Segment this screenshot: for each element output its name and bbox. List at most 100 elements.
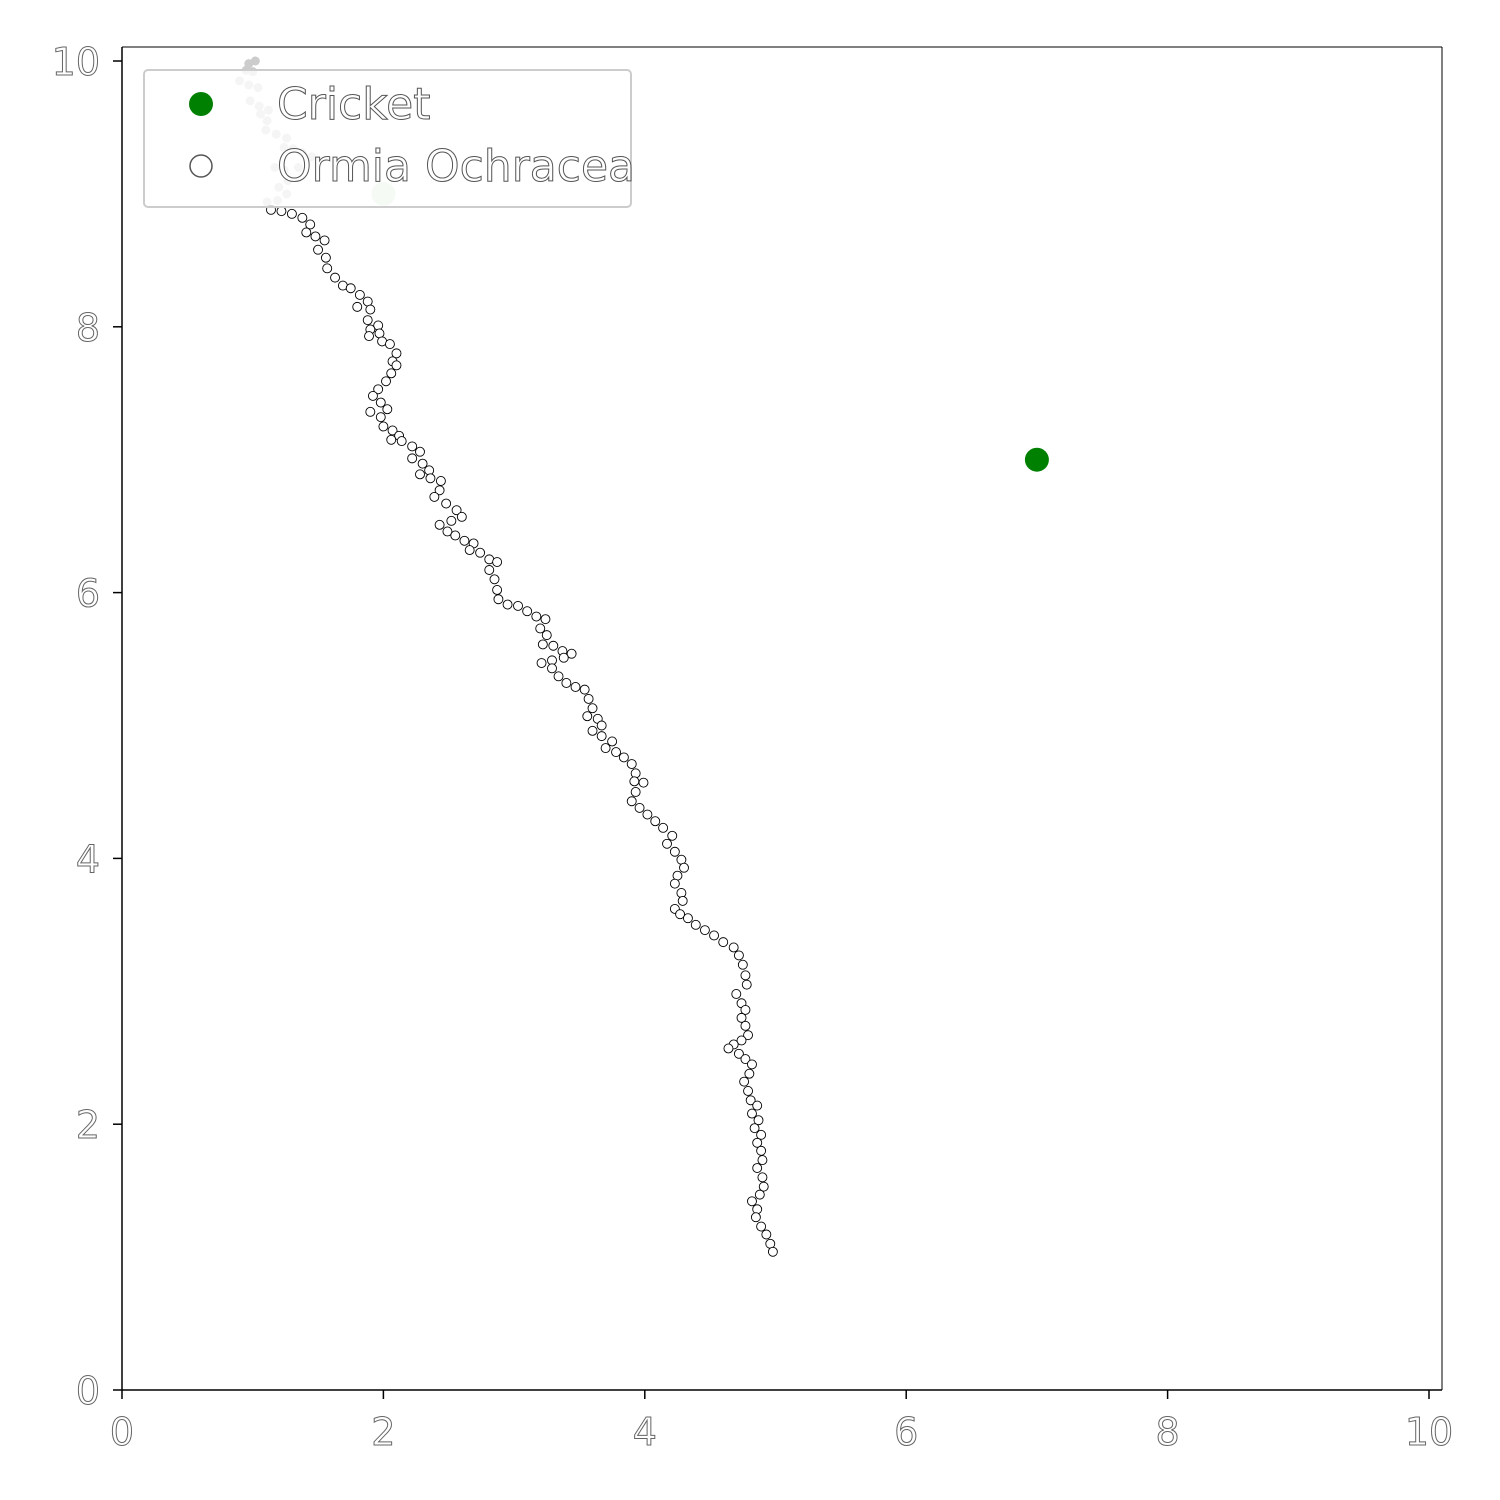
ormia-point: [629, 776, 640, 787]
ormia-point: [434, 519, 445, 530]
y-ticks: 0 2 4 6 8 10: [51, 40, 122, 1414]
ormia-point: [752, 1204, 763, 1215]
ormia-point: [658, 822, 669, 833]
ormia-point: [752, 1163, 763, 1174]
ormia-point: [391, 360, 402, 371]
ormia-point: [407, 453, 418, 464]
ormia-point: [513, 600, 523, 611]
ormia-point: [741, 979, 752, 990]
ormia-point: [548, 640, 559, 651]
ormia-point: [747, 1196, 757, 1207]
ormia-point: [362, 315, 373, 326]
ormia-point: [540, 614, 551, 625]
ormia-point: [387, 425, 398, 436]
ormia-point: [459, 535, 470, 546]
ormia-point: [587, 725, 598, 736]
ormia-point: [305, 219, 316, 230]
ormia-point: [489, 574, 500, 585]
y-tick-label: 6: [76, 572, 100, 616]
ormia-point: [417, 458, 428, 469]
ormia-point: [596, 731, 607, 742]
ormia-point: [756, 1129, 767, 1140]
ormia-point: [618, 752, 629, 763]
ormia-trail-group: [266, 204, 778, 1257]
ormia-point: [740, 970, 751, 981]
ormia-point: [415, 446, 425, 457]
ormia-point: [630, 768, 641, 779]
ormia-point: [475, 547, 486, 558]
legend-ormia-marker: [189, 154, 213, 178]
ormia-point: [522, 606, 533, 617]
ormia-point: [396, 436, 407, 447]
ormia-point: [737, 959, 748, 970]
ormia-point: [682, 913, 693, 924]
ormia-point: [607, 736, 618, 747]
ormia-point: [536, 658, 547, 668]
ormia-point: [566, 648, 577, 659]
ormia-point: [345, 283, 356, 294]
ormia-point: [723, 1043, 734, 1054]
ormia-point: [667, 830, 678, 841]
ormia-point: [301, 227, 312, 238]
ormia-point: [276, 206, 287, 217]
ormia-point: [310, 231, 321, 242]
ormia-point: [364, 331, 374, 342]
ormia-point: [752, 1100, 763, 1111]
ormia-point: [434, 485, 445, 496]
ormia-point: [761, 1229, 772, 1240]
plot-area: [122, 47, 1442, 1390]
ormia-point: [381, 376, 391, 387]
ormia-point: [743, 1030, 754, 1041]
ormia-point: [679, 862, 689, 873]
ormia-point: [561, 678, 572, 688]
ormia-point: [425, 473, 436, 484]
ormia-point: [558, 652, 569, 663]
ormia-point: [634, 802, 645, 813]
ormia-point: [736, 1012, 747, 1023]
ormia-point: [313, 244, 323, 255]
ormia-point: [365, 304, 376, 315]
ormia-point: [699, 925, 710, 936]
ormia-point: [365, 406, 376, 417]
ormia-point: [450, 530, 461, 541]
ormia-point: [626, 796, 637, 807]
legend: Cricket Ormia Ochracea: [143, 69, 635, 208]
ormia-point: [638, 777, 649, 788]
ormia-point: [675, 909, 686, 920]
ormia-point: [756, 1221, 767, 1232]
y-axis: 0 2 4 6 8 10: [51, 40, 123, 1414]
ormia-point: [441, 498, 452, 509]
ormia-point: [375, 397, 386, 408]
ormia-point: [650, 816, 661, 827]
ormia-point: [743, 1086, 754, 1096]
ormia-point: [596, 720, 607, 731]
y-tick-label: 0: [76, 1369, 100, 1413]
ormia-point: [322, 263, 333, 274]
x-ticks: 0 2 4 6 8 10: [109, 1390, 1454, 1455]
ormia-point: [352, 301, 363, 312]
ormia-faded-point: [250, 56, 260, 66]
ormia-point: [752, 1137, 763, 1148]
ormia-point: [492, 584, 503, 595]
ormia-point: [690, 919, 701, 930]
y-tick-label: 10: [52, 40, 100, 84]
ormia-point: [464, 545, 475, 556]
ormia-point: [731, 989, 742, 999]
ormia-point: [429, 491, 440, 502]
ormia-point: [718, 937, 729, 948]
ormia-point: [662, 838, 672, 849]
ormia-point: [767, 1246, 778, 1257]
ormia-point: [736, 1035, 747, 1046]
ormia-point: [484, 565, 495, 575]
ormia-point: [553, 671, 564, 682]
ormia-point: [579, 684, 590, 695]
ormia-point: [415, 469, 425, 480]
ormia-point: [669, 878, 680, 889]
ormia-point: [446, 515, 457, 526]
x-tick-label: 6: [894, 1410, 918, 1454]
x-tick-label: 8: [1156, 1410, 1180, 1454]
ormia-point: [750, 1212, 761, 1223]
ormia-point: [745, 1095, 756, 1106]
x-tick-label: 10: [1405, 1410, 1453, 1454]
